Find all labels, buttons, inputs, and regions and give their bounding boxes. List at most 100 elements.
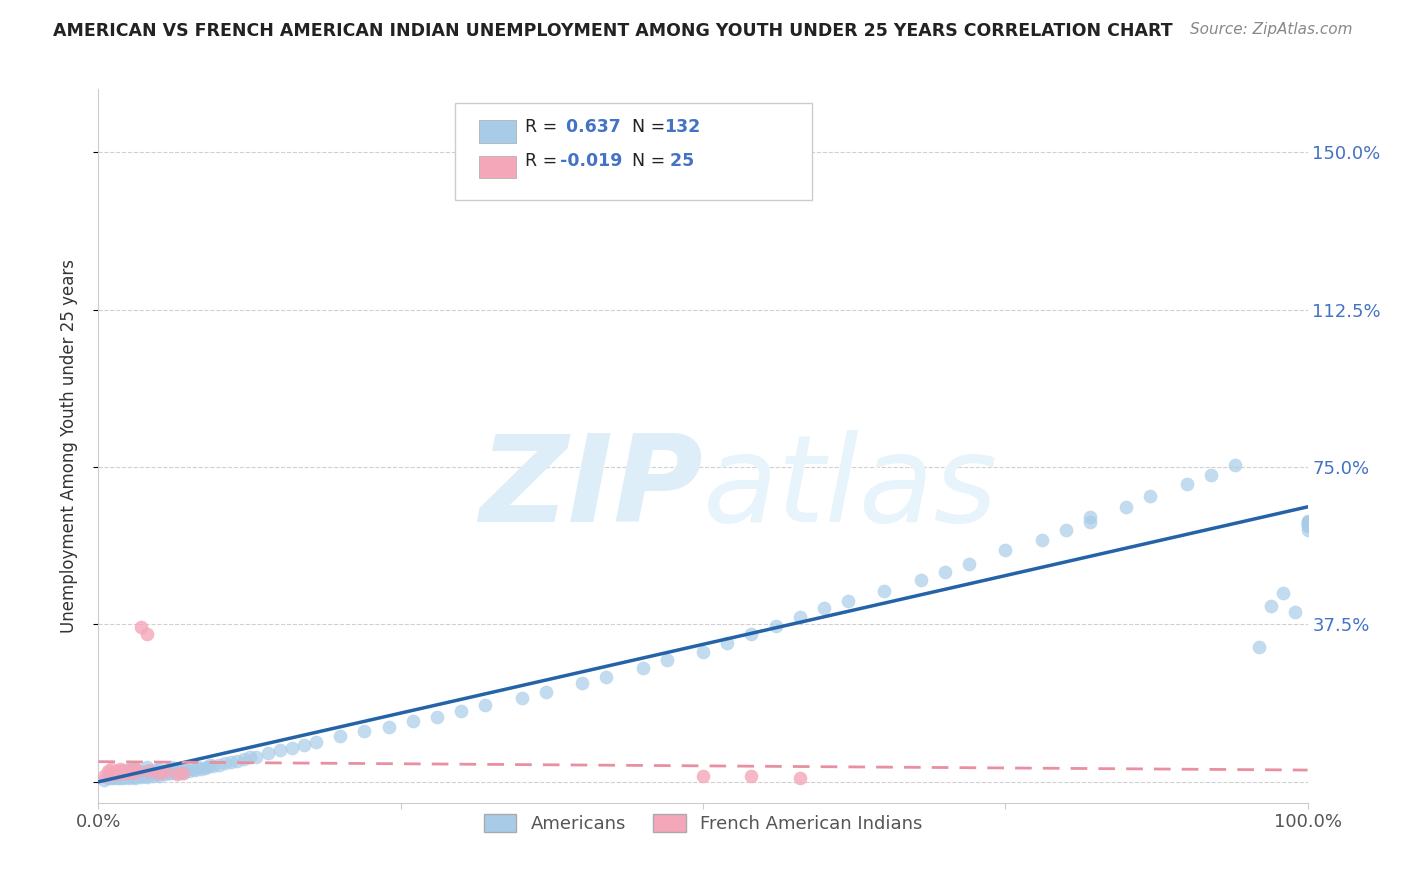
Legend: Americans, French American Indians: Americans, French American Indians [477,806,929,840]
Point [148,765,170,780]
Point [1296,523,1319,537]
Text: -0.019: -0.019 [561,152,623,170]
Point [813,600,835,615]
Point [1139,489,1161,503]
Point [114,766,136,780]
Point [256,746,278,760]
Point [239,750,262,764]
Point [118,763,141,777]
Point [124,768,146,782]
Point [329,729,352,743]
Point [124,762,146,776]
Point [135,767,157,781]
Point [145,763,167,777]
Point [108,762,131,776]
Point [214,756,236,770]
Point [281,741,304,756]
Point [121,767,143,781]
Point [118,764,141,779]
Point [571,676,593,690]
Point [150,766,173,780]
FancyBboxPatch shape [479,155,516,178]
Point [1031,533,1053,548]
Point [124,761,146,775]
Text: ZIP: ZIP [479,430,703,548]
Point [631,660,654,674]
Point [129,767,152,781]
Point [187,760,209,774]
Point [172,761,194,775]
Point [740,768,762,782]
Point [100,772,122,786]
Point [127,764,149,779]
Point [202,759,225,773]
Text: R =: R = [526,152,562,170]
Point [353,724,375,739]
Point [1284,605,1306,619]
Point [1296,517,1319,532]
Point [765,619,787,633]
Text: Source: ZipAtlas.com: Source: ZipAtlas.com [1189,22,1353,37]
Point [127,768,149,782]
Point [1249,640,1271,655]
Point [510,690,533,705]
Point [153,764,176,779]
Point [105,764,128,779]
Point [166,762,188,776]
Point [377,720,399,734]
Text: N =: N = [621,152,671,170]
Point [232,752,254,766]
Point [1296,518,1319,533]
Point [292,738,315,752]
Point [1272,586,1295,600]
Point [1296,514,1319,528]
Point [957,557,980,571]
FancyBboxPatch shape [479,120,516,143]
Point [124,766,146,780]
Point [184,763,207,777]
Point [208,758,231,772]
Point [124,771,146,785]
Point [221,755,243,769]
Point [595,670,617,684]
Point [135,760,157,774]
Point [97,764,120,779]
Point [111,772,134,786]
Point [97,771,120,785]
Point [179,764,201,779]
Point [789,610,811,624]
Text: N =: N = [621,118,671,136]
Point [1296,516,1319,531]
Point [114,766,136,780]
Point [789,771,811,785]
Point [195,760,218,774]
Point [108,768,131,782]
Point [105,766,128,780]
Point [1115,500,1137,514]
Text: 132: 132 [664,118,700,136]
Point [692,768,714,782]
Point [134,768,156,782]
Y-axis label: Unemployment Among Youth under 25 years: Unemployment Among Youth under 25 years [59,259,77,633]
Point [111,766,134,780]
Point [121,770,143,784]
Point [534,684,557,698]
Point [402,714,425,728]
Point [1296,515,1319,529]
Point [124,764,146,779]
Point [426,710,449,724]
Point [1260,599,1282,613]
Point [169,764,191,779]
Point [226,754,249,768]
Point [129,620,152,634]
Text: 25: 25 [664,152,695,170]
Point [160,763,183,777]
Point [111,768,134,782]
Point [93,768,115,782]
Point [873,583,896,598]
Point [474,698,496,713]
Point [118,771,141,785]
Point [118,766,141,780]
Point [162,764,184,779]
Point [135,627,157,641]
